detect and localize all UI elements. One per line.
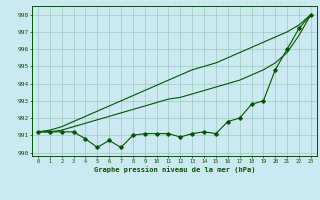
X-axis label: Graphe pression niveau de la mer (hPa): Graphe pression niveau de la mer (hPa): [94, 166, 255, 173]
